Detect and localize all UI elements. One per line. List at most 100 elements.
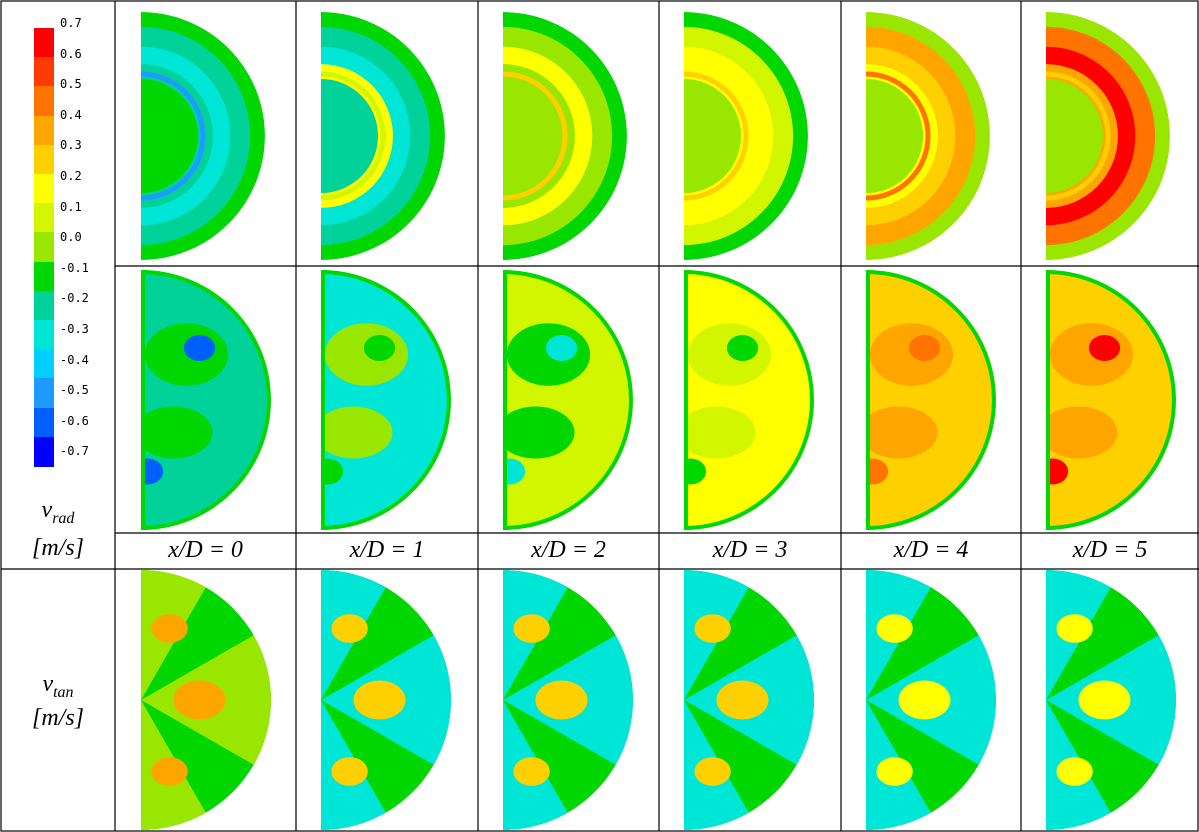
legend-tick-label: -0.1 xyxy=(60,260,89,275)
legend-swatch xyxy=(34,290,54,321)
contour-panel-bottom-4 xyxy=(866,570,996,830)
contour-panel-top-2 xyxy=(503,12,627,260)
legend-tick-label: 0.6 xyxy=(60,46,82,61)
legend-tick-label: 0.3 xyxy=(60,138,82,153)
contour-accent xyxy=(876,757,913,786)
column-label-5: x/D = 5 xyxy=(1072,537,1148,563)
contour-band xyxy=(503,71,568,201)
legend-swatch xyxy=(34,407,54,438)
contour-accent xyxy=(353,680,406,720)
contour-accent xyxy=(535,680,588,720)
contour-panel-middle-5 xyxy=(1046,270,1176,530)
contour-accent xyxy=(513,757,550,786)
contour-panel-top-3 xyxy=(684,12,808,260)
row-label-vtan-unit: [m/s] xyxy=(31,705,85,731)
contour-band xyxy=(321,270,451,530)
contour-band xyxy=(1046,270,1176,530)
contour-blob xyxy=(503,406,575,459)
legend-tick-label: 0.4 xyxy=(60,107,82,122)
column-label-0: x/D = 0 xyxy=(168,537,243,563)
legend-tick-label: -0.4 xyxy=(60,352,89,367)
legend-tick-label: -0.5 xyxy=(60,383,89,398)
legend-tick-label: -0.2 xyxy=(60,291,89,306)
column-label-1: x/D = 1 xyxy=(349,537,425,563)
contour-panel-top-1 xyxy=(321,12,445,260)
contour-accent xyxy=(1078,680,1131,720)
legend-tick-label: 0.1 xyxy=(60,199,82,214)
legend-tick-label: 0.0 xyxy=(60,230,82,245)
contour-blob xyxy=(684,406,756,459)
contour-panel-top-0 xyxy=(141,12,265,260)
contour-accent xyxy=(908,335,941,361)
contour-panel-middle-2 xyxy=(503,270,633,530)
contour-panel-bottom-3 xyxy=(684,570,814,830)
legend-tick-label: -0.7 xyxy=(60,444,89,459)
contour-accent xyxy=(151,614,188,643)
contour-accent xyxy=(183,335,216,361)
contour-blob xyxy=(1046,406,1118,459)
contour-band xyxy=(1046,71,1111,201)
legend-tick-label: 0.2 xyxy=(60,169,82,183)
contour-blob xyxy=(866,406,938,459)
contour-panel-top-5 xyxy=(1046,12,1170,260)
contour-accent xyxy=(1088,335,1121,361)
legend-tick-label: 0.7 xyxy=(60,16,82,30)
contour-accent xyxy=(876,614,913,643)
vrad-symbol: v xyxy=(41,497,53,523)
contour-accent xyxy=(726,335,759,361)
contour-core xyxy=(1046,78,1104,194)
contour-accent xyxy=(503,458,526,485)
contour-accent xyxy=(331,614,368,643)
contour-core xyxy=(141,78,199,194)
contour-accent xyxy=(513,614,550,643)
legend-swatch xyxy=(34,57,54,88)
contour-panel-top-4 xyxy=(866,12,990,260)
legend-swatch xyxy=(34,232,54,263)
legend-tick-label: 0.5 xyxy=(60,77,82,92)
contour-core xyxy=(503,78,561,194)
legend-swatch xyxy=(34,203,54,234)
legend-tick-label: -0.3 xyxy=(60,322,89,336)
column-label-2: x/D = 2 xyxy=(531,537,606,563)
contour-accent xyxy=(898,680,951,720)
column-label-4: x/D = 4 xyxy=(893,537,969,563)
colorbar-legend: 0.7 0.6 0.5 0.4 0.3 0.2 0.1 0.0 -0.1 -0.2 -0.3 -0.4… xyxy=(24,14,124,467)
legend-swatch xyxy=(34,320,54,350)
contour-core xyxy=(684,78,742,194)
contour-accent xyxy=(694,757,731,786)
row-label-vrad-unit: [m/s] xyxy=(31,535,85,561)
contour-accent xyxy=(151,757,188,786)
legend-swatch xyxy=(34,115,54,146)
vrad-subscript: rad xyxy=(52,509,75,527)
contour-band xyxy=(141,270,271,530)
contour-accent xyxy=(716,680,769,720)
contour-panel-middle-0 xyxy=(141,270,271,530)
legend-swatch xyxy=(34,86,54,117)
vtan-subscript: tan xyxy=(53,683,74,701)
contour-band xyxy=(141,71,206,201)
legend-swatch xyxy=(34,28,54,58)
contour-panel-bottom-5 xyxy=(1046,570,1176,830)
legend-swatch xyxy=(34,174,54,204)
contour-accent xyxy=(1056,757,1093,786)
legend-swatch xyxy=(34,349,54,380)
contour-panel-middle-4 xyxy=(866,270,996,530)
legend-swatch xyxy=(34,378,54,409)
contour-panel-middle-3 xyxy=(684,270,814,530)
column-label-3: x/D = 3 xyxy=(712,537,788,563)
contour-accent xyxy=(173,680,226,720)
contour-band xyxy=(321,71,386,201)
contour-band xyxy=(503,270,633,530)
contour-accent xyxy=(141,458,164,485)
vtan-symbol: v xyxy=(42,671,54,697)
contour-accent xyxy=(363,335,396,361)
contour-panel-bottom-2 xyxy=(503,570,633,830)
contour-panel-middle-1 xyxy=(321,270,451,530)
contour-accent xyxy=(866,458,889,485)
legend-swatch xyxy=(34,436,54,467)
contour-accent xyxy=(331,757,368,786)
row-label-vtan: vtan xyxy=(10,671,106,702)
contour-core xyxy=(866,78,924,194)
